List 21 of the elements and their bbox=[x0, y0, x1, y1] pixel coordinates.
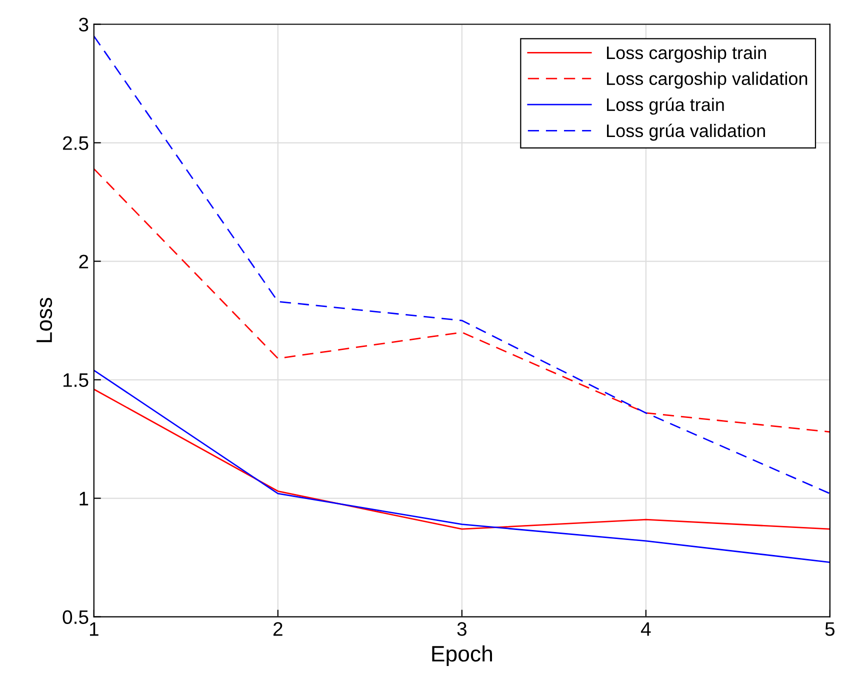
legend-label: Loss cargoship train bbox=[607, 46, 766, 63]
y-tick-label: 1.5 bbox=[64, 373, 88, 387]
y-tick-label: 0.5 bbox=[62, 610, 88, 624]
line-series bbox=[94, 35, 830, 494]
x-tick-label: 3 bbox=[457, 622, 466, 636]
y-tick-label: 3 bbox=[78, 18, 88, 32]
x-axis-title: Epoch bbox=[432, 645, 492, 666]
x-tick-label: 2 bbox=[273, 622, 282, 636]
legend-label: Loss grúa train bbox=[607, 98, 724, 115]
y-tick-label: 2 bbox=[79, 254, 88, 268]
x-tick-label: 5 bbox=[825, 622, 835, 636]
y-tick-label: 1 bbox=[80, 492, 88, 506]
line-series bbox=[94, 388, 830, 530]
y-axis-title: Loss bbox=[36, 298, 52, 342]
x-tick-label: 1 bbox=[90, 622, 98, 636]
line-series bbox=[94, 168, 830, 433]
y-tick-label: 2.5 bbox=[62, 136, 88, 150]
legend-label: Loss cargoship validation bbox=[607, 72, 808, 89]
x-tick-label: 4 bbox=[640, 622, 651, 636]
line-series bbox=[94, 370, 830, 563]
legend-label: Loss grúa validation bbox=[607, 124, 765, 141]
